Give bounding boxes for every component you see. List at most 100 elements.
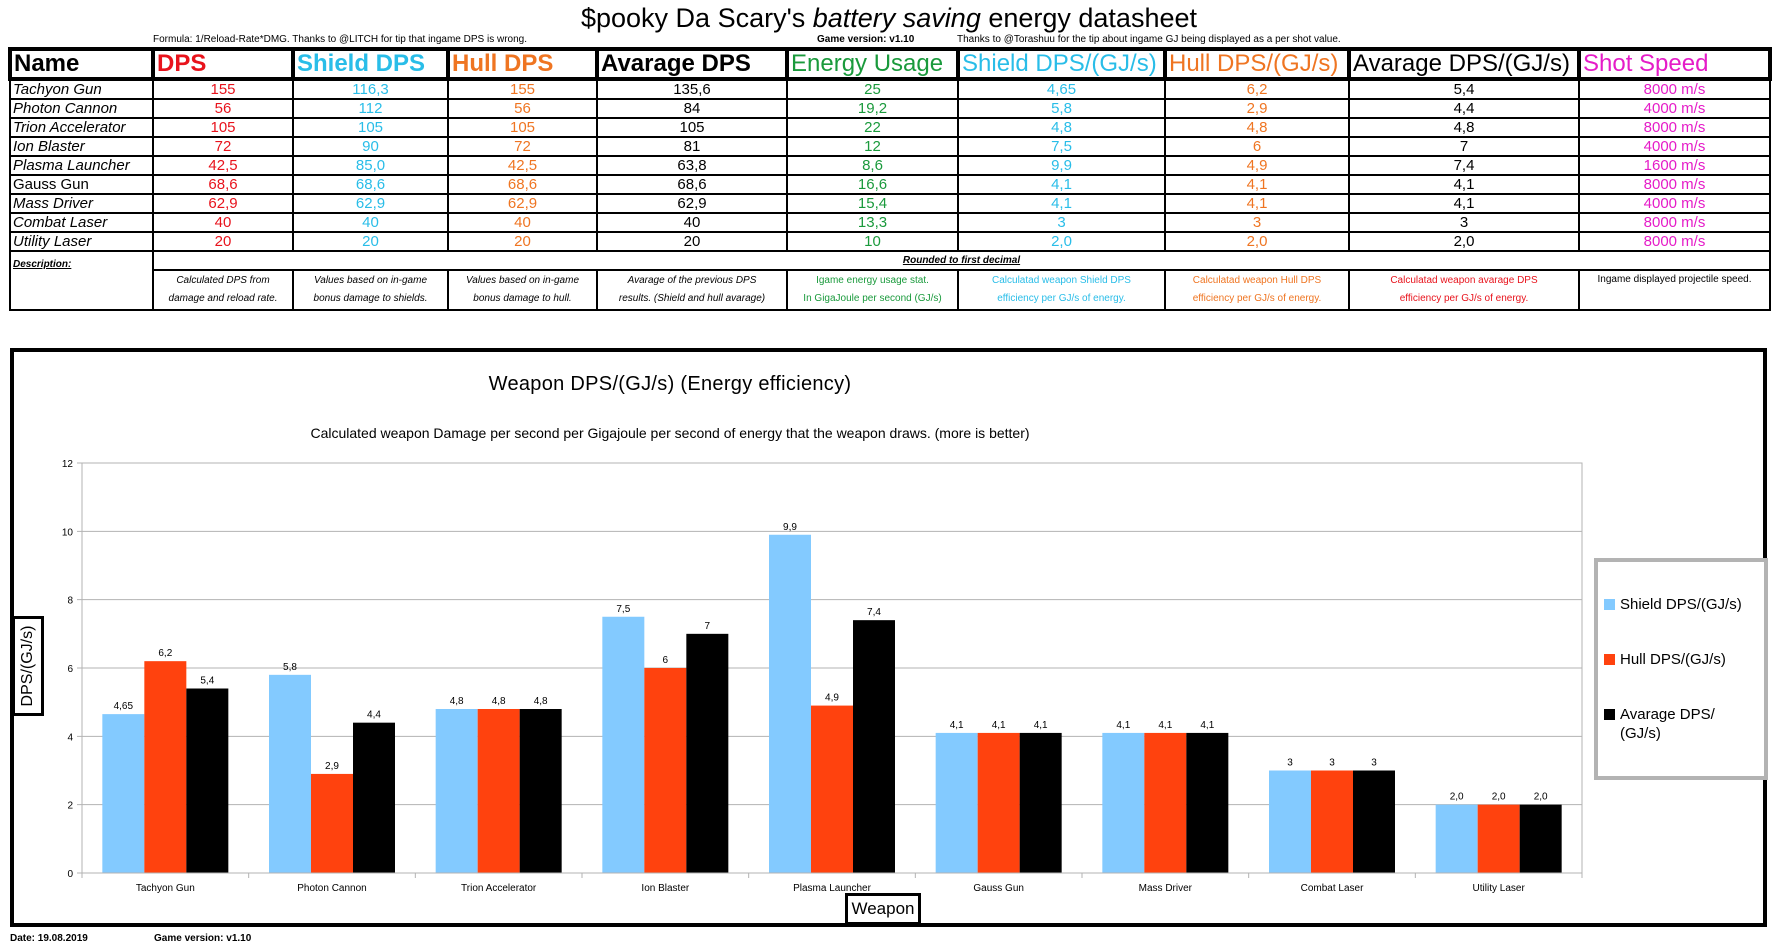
cell-hull-dps-per-gj[interactable]: 6,2	[1164, 78, 1350, 100]
cell-avarage-dps-per-gj[interactable]: 7,4	[1348, 155, 1580, 176]
cell-name[interactable]: Gauss Gun	[9, 174, 154, 195]
cell-avarage-dps[interactable]: 63,8	[596, 155, 788, 176]
header-shield-dps-per-gj: Shield DPS/(GJ/s)	[956, 47, 1167, 81]
cell-dps[interactable]: 68,6	[152, 174, 294, 195]
cell-avarage-dps[interactable]: 105	[596, 117, 788, 138]
cell-hull-dps[interactable]: 68,6	[447, 174, 598, 195]
cell-hull-dps-per-gj[interactable]: 4,8	[1164, 117, 1350, 138]
cell-avarage-dps-per-gj[interactable]: 4,1	[1348, 193, 1580, 214]
cell-avarage-dps-per-gj[interactable]: 2,0	[1348, 231, 1580, 252]
cell-energy-usage[interactable]: 25	[786, 78, 959, 100]
bar-shield	[1435, 804, 1478, 873]
cell-hull-dps-per-gj[interactable]: 2,0	[1164, 231, 1350, 252]
cell-shield-dps-per-gj[interactable]: 4,8	[957, 117, 1166, 138]
cell-shield-dps-per-gj[interactable]: 4,1	[957, 174, 1166, 195]
cell-hull-dps-per-gj[interactable]: 4,9	[1164, 155, 1350, 176]
bar-hull	[644, 668, 687, 873]
cell-dps[interactable]: 72	[152, 136, 294, 157]
cell-energy-usage[interactable]: 22	[786, 117, 959, 138]
cell-shield-dps[interactable]: 68,6	[292, 174, 449, 195]
cell-name[interactable]: Tachyon Gun	[9, 78, 154, 100]
cell-dps[interactable]: 40	[152, 212, 294, 233]
cell-dps[interactable]: 20	[152, 231, 294, 252]
cell-dps[interactable]: 42,5	[152, 155, 294, 176]
cell-dps[interactable]: 105	[152, 117, 294, 138]
cell-hull-dps[interactable]: 40	[447, 212, 598, 233]
cell-energy-usage[interactable]: 15,4	[786, 193, 959, 214]
bar-shield	[1269, 770, 1311, 873]
cell-avarage-dps-per-gj[interactable]: 4,4	[1348, 98, 1580, 119]
cell-shield-dps[interactable]: 40	[292, 212, 449, 233]
cell-hull-dps[interactable]: 20	[447, 231, 598, 252]
cell-hull-dps-per-gj[interactable]: 4,1	[1164, 174, 1350, 195]
cell-shot-speed[interactable]: 1600 m/s	[1578, 155, 1771, 176]
cell-name[interactable]: Mass Driver	[9, 193, 154, 214]
cell-avarage-dps[interactable]: 135,6	[596, 78, 788, 100]
cell-shield-dps-per-gj[interactable]: 4,65	[957, 78, 1166, 100]
cell-avarage-dps[interactable]: 81	[596, 136, 788, 157]
cell-hull-dps[interactable]: 42,5	[447, 155, 598, 176]
cell-avarage-dps-per-gj[interactable]: 3	[1348, 212, 1580, 233]
bar-hull	[1311, 770, 1353, 873]
cell-hull-dps[interactable]: 62,9	[447, 193, 598, 214]
cell-avarage-dps[interactable]: 20	[596, 231, 788, 252]
cell-name[interactable]: Utility Laser	[9, 231, 154, 252]
cell-hull-dps-per-gj[interactable]: 6	[1164, 136, 1350, 157]
cell-shield-dps[interactable]: 116,3	[292, 78, 449, 100]
cell-avarage-dps-per-gj[interactable]: 5,4	[1348, 78, 1580, 100]
cell-shield-dps[interactable]: 105	[292, 117, 449, 138]
cell-avarage-dps[interactable]: 62,9	[596, 193, 788, 214]
cell-shield-dps[interactable]: 85,0	[292, 155, 449, 176]
bar-avarage	[686, 633, 729, 873]
cell-avarage-dps[interactable]: 40	[596, 212, 788, 233]
cell-shield-dps[interactable]: 20	[292, 231, 449, 252]
cell-shot-speed[interactable]: 4000 m/s	[1578, 193, 1771, 214]
cell-avarage-dps-per-gj[interactable]: 4,1	[1348, 174, 1580, 195]
cell-shield-dps-per-gj[interactable]: 7,5	[957, 136, 1166, 157]
cell-shot-speed[interactable]: 4000 m/s	[1578, 98, 1771, 119]
cell-avarage-dps[interactable]: 84	[596, 98, 788, 119]
cell-hull-dps[interactable]: 105	[447, 117, 598, 138]
cell-shield-dps-per-gj[interactable]: 5,8	[957, 98, 1166, 119]
cell-shot-speed[interactable]: 8000 m/s	[1578, 212, 1771, 233]
cell-avarage-dps-per-gj[interactable]: 7	[1348, 136, 1580, 157]
cell-name[interactable]: Photon Cannon	[9, 98, 154, 119]
cell-energy-usage[interactable]: 16,6	[786, 174, 959, 195]
x-tick-label: Tachyon Gun	[136, 883, 195, 894]
cell-hull-dps[interactable]: 72	[447, 136, 598, 157]
cell-hull-dps-per-gj[interactable]: 3	[1164, 212, 1350, 233]
cell-energy-usage[interactable]: 12	[786, 136, 959, 157]
cell-shot-speed[interactable]: 8000 m/s	[1578, 174, 1771, 195]
cell-hull-dps-per-gj[interactable]: 4,1	[1164, 193, 1350, 214]
cell-shield-dps[interactable]: 112	[292, 98, 449, 119]
cell-avarage-dps-per-gj[interactable]: 4,8	[1348, 117, 1580, 138]
cell-shield-dps-per-gj[interactable]: 4,1	[957, 193, 1166, 214]
cell-shot-speed[interactable]: 8000 m/s	[1578, 78, 1771, 100]
cell-shot-speed[interactable]: 8000 m/s	[1578, 231, 1771, 252]
bar-shield	[602, 616, 645, 873]
cell-dps[interactable]: 62,9	[152, 193, 294, 214]
cell-energy-usage[interactable]: 8,6	[786, 155, 959, 176]
cell-name[interactable]: Ion Blaster	[9, 136, 154, 157]
cell-avarage-dps[interactable]: 68,6	[596, 174, 788, 195]
cell-shield-dps-per-gj[interactable]: 3	[957, 212, 1166, 233]
legend-label-shield: Shield DPS/(GJ/s)	[1620, 596, 1742, 613]
cell-shield-dps-per-gj[interactable]: 2,0	[957, 231, 1166, 252]
cell-dps[interactable]: 155	[152, 78, 294, 100]
cell-energy-usage[interactable]: 10	[786, 231, 959, 252]
cell-hull-dps-per-gj[interactable]: 2,9	[1164, 98, 1350, 119]
cell-energy-usage[interactable]: 13,3	[786, 212, 959, 233]
cell-name[interactable]: Combat Laser	[9, 212, 154, 233]
cell-name[interactable]: Plasma Launcher	[9, 155, 154, 176]
cell-name[interactable]: Trion Accelerator	[9, 117, 154, 138]
cell-energy-usage[interactable]: 19,2	[786, 98, 959, 119]
cell-shield-dps[interactable]: 62,9	[292, 193, 449, 214]
cell-shield-dps-per-gj[interactable]: 9,9	[957, 155, 1166, 176]
cell-shot-speed[interactable]: 8000 m/s	[1578, 117, 1771, 138]
cell-shot-speed[interactable]: 4000 m/s	[1578, 136, 1771, 157]
cell-hull-dps[interactable]: 155	[447, 78, 598, 100]
cell-dps[interactable]: 56	[152, 98, 294, 119]
cell-shield-dps[interactable]: 90	[292, 136, 449, 157]
cell-hull-dps[interactable]: 56	[447, 98, 598, 119]
